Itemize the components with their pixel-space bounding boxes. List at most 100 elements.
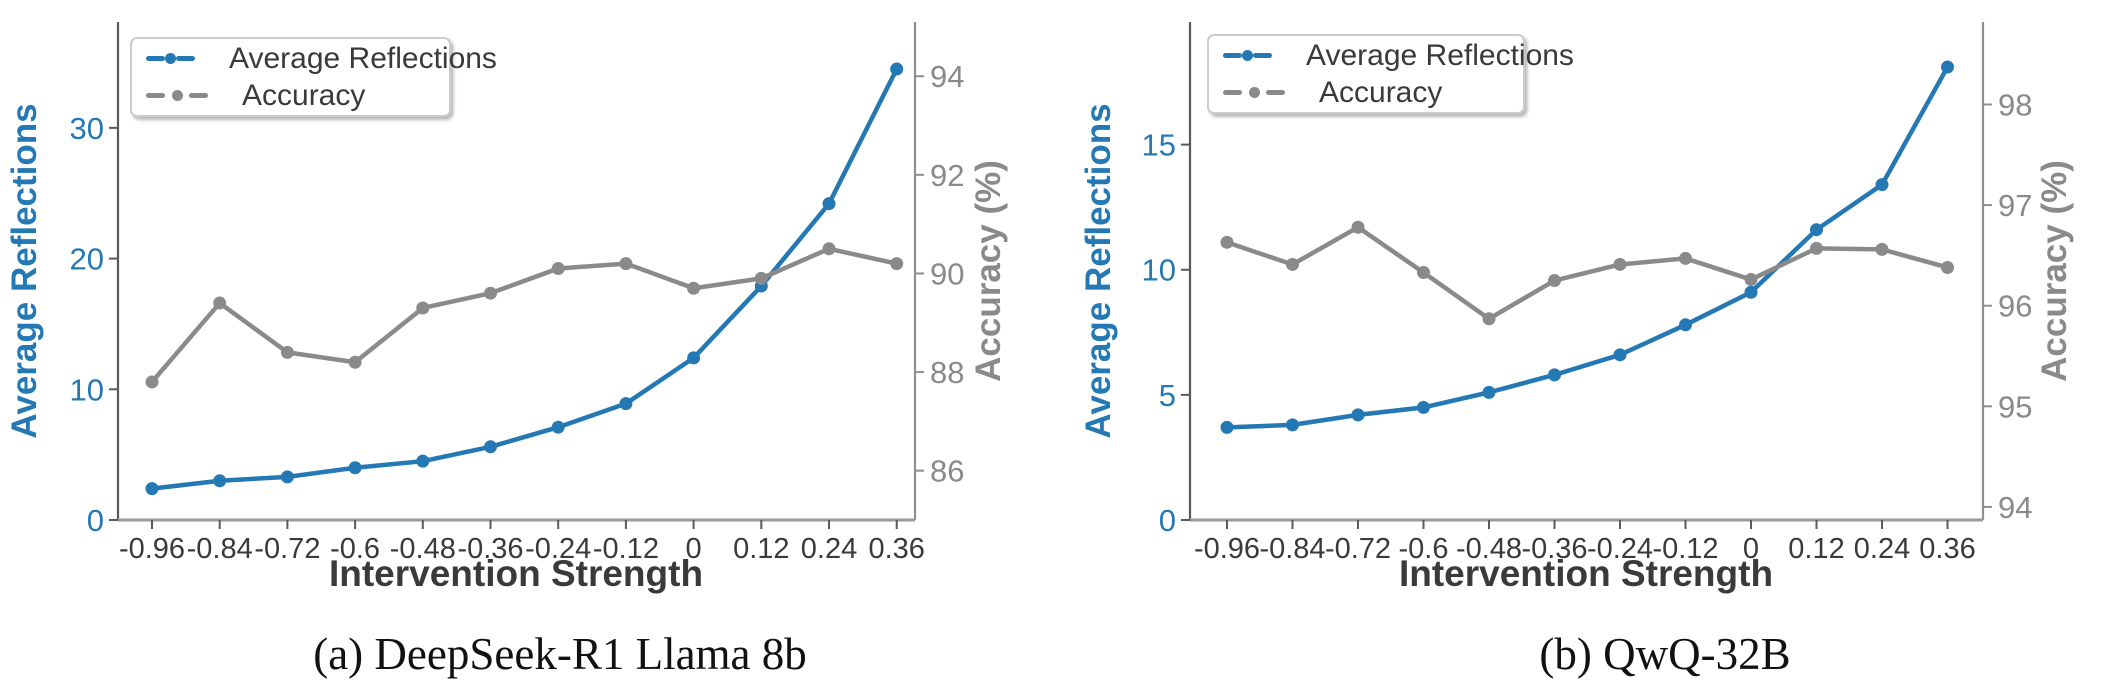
accuracy-line-point — [280, 345, 294, 359]
right-y-axis-label: Accuracy (%) — [2035, 160, 2074, 382]
accuracy-line-point — [145, 375, 159, 389]
x-tick-label: -0.72 — [1325, 533, 1391, 565]
accuracy-line-point — [1744, 273, 1758, 287]
right-tick-label: 86 — [930, 454, 964, 489]
left-tick-label: 10 — [1142, 253, 1176, 288]
legend-label: Average Reflections — [1306, 38, 1574, 72]
accuracy-line-point — [1810, 241, 1823, 255]
left-tick-label: 0 — [1159, 503, 1176, 538]
average-reflections-line-point — [1548, 368, 1561, 382]
average-reflections-line-point — [484, 440, 497, 454]
average-reflections-line-point — [1220, 420, 1234, 434]
average-reflections-line-point — [1351, 408, 1365, 422]
right-tick-label: 98 — [1998, 87, 2032, 122]
accuracy-line-point — [1482, 312, 1496, 326]
accuracy-line-point — [1220, 235, 1234, 249]
accuracy-line-point — [1679, 251, 1692, 265]
x-tick-label: -0.12 — [593, 533, 659, 565]
left-tick-label: 10 — [70, 372, 104, 407]
average-reflections-line-point — [1417, 400, 1430, 414]
legend-item-reflections: Average Reflections — [146, 43, 497, 74]
accuracy-line-point — [1613, 257, 1627, 271]
right-tick-label: 90 — [930, 256, 964, 291]
legend-qwq: Average Reflections Accuracy — [1207, 34, 1574, 114]
average-reflections-line-point — [1875, 178, 1889, 192]
average-reflections-line-point — [1286, 418, 1299, 432]
average-reflections-line-point — [1679, 318, 1692, 332]
right-y-axis-label: Accuracy (%) — [969, 160, 1008, 382]
legend-label: Accuracy — [1319, 75, 1443, 109]
accuracy-line-point — [890, 257, 904, 271]
left-tick-label: 0 — [87, 503, 104, 538]
x-tick-label: -0.6 — [330, 533, 380, 565]
x-tick-label: 0 — [686, 533, 702, 565]
x-tick-label: 0.36 — [868, 533, 924, 565]
accuracy-line-point — [1351, 220, 1365, 234]
right-tick-label: 92 — [930, 158, 964, 193]
accuracy-line-point — [1875, 242, 1889, 256]
average-reflections-line-point — [1744, 285, 1758, 299]
x-tick-label: 0.12 — [733, 533, 789, 565]
x-tick-label: -0.48 — [390, 533, 456, 565]
accuracy-line-point — [619, 257, 633, 271]
accuracy-line-point — [687, 281, 701, 295]
average-reflections-line-point — [619, 397, 633, 411]
right-tick-label: 97 — [1998, 188, 2032, 223]
right-tick-label: 95 — [1998, 389, 2032, 424]
average-reflections-line-point — [890, 62, 904, 76]
x-tick-label: -0.48 — [1456, 533, 1522, 565]
legend-label: Average Reflections — [229, 41, 497, 75]
x-tick-label: 0.24 — [1854, 533, 1910, 565]
x-tick-label: -0.84 — [187, 533, 253, 565]
x-tick-label: -0.96 — [1194, 533, 1260, 565]
reflections-line-sample — [146, 53, 195, 64]
x-axis-label: Intervention Strength — [1399, 553, 1773, 594]
average-reflections-line-point — [1941, 60, 1954, 74]
x-tick-label: -0.36 — [1521, 533, 1587, 565]
x-tick-label: -0.24 — [525, 533, 591, 565]
caption-a: (a) DeepSeek-R1 Llama 8b — [313, 629, 807, 679]
accuracy-line-point — [1548, 274, 1561, 288]
accuracy-line-point — [551, 262, 565, 276]
x-tick-label: -0.6 — [1399, 533, 1449, 565]
average-reflections-line-point — [416, 454, 430, 468]
x-tick-label: -0.72 — [254, 533, 320, 565]
average-reflections-line-point — [822, 197, 836, 211]
plot-area-qwq: 0 5 10 15 94 95 96 97 98 -0.96 -0.84 -0.72 -0.6 -0.48… — [1142, 22, 2032, 565]
average-reflections-line-point — [551, 420, 565, 434]
accuracy-line-sample — [146, 90, 208, 101]
legend-item-reflections: Average Reflections — [1223, 40, 1574, 71]
accuracy-line-point — [484, 286, 497, 300]
average-reflections-line-point — [145, 482, 159, 496]
right-tick-label: 88 — [930, 355, 964, 390]
legend-deepseek: Average Reflections Accuracy — [130, 37, 497, 117]
x-tick-label: -0.36 — [457, 533, 523, 565]
average-reflections-line-point — [1613, 348, 1627, 362]
average-reflections-line-point — [1810, 223, 1823, 237]
right-tick-label: 96 — [1998, 289, 2032, 324]
accuracy-line — [1224, 224, 1950, 322]
accuracy-line-sample — [1223, 87, 1285, 98]
legend-item-accuracy: Accuracy — [1223, 75, 1505, 109]
caption-b: (b) QwQ-32B — [1539, 629, 1790, 679]
accuracy-line-point — [213, 296, 227, 310]
reflections-line-sample — [1223, 50, 1272, 61]
accuracy-line-point — [1941, 260, 1954, 274]
average-reflections-line — [1224, 64, 1950, 430]
x-tick-label: -0.12 — [1652, 533, 1718, 565]
left-tick-label: 20 — [70, 242, 104, 277]
left-y-axis-label: Average Reflections — [1079, 103, 1118, 438]
average-reflections-line-point — [280, 470, 294, 484]
legend-label: Accuracy — [242, 78, 366, 112]
legend-item-accuracy: Accuracy — [146, 78, 431, 112]
x-tick-label: 0.36 — [1919, 533, 1975, 565]
accuracy-line-point — [348, 355, 362, 369]
plot-area-deepseek: 0 10 20 30 86 88 90 92 94 -0.96 -0.84 -0.72 -0.6 -0.4… — [70, 22, 964, 565]
accuracy-line-point — [754, 271, 768, 285]
x-tick-label: 0.12 — [1788, 533, 1844, 565]
accuracy-line-point — [822, 242, 836, 256]
average-reflections-line-point — [213, 474, 227, 488]
accuracy-line-point — [1286, 257, 1299, 271]
